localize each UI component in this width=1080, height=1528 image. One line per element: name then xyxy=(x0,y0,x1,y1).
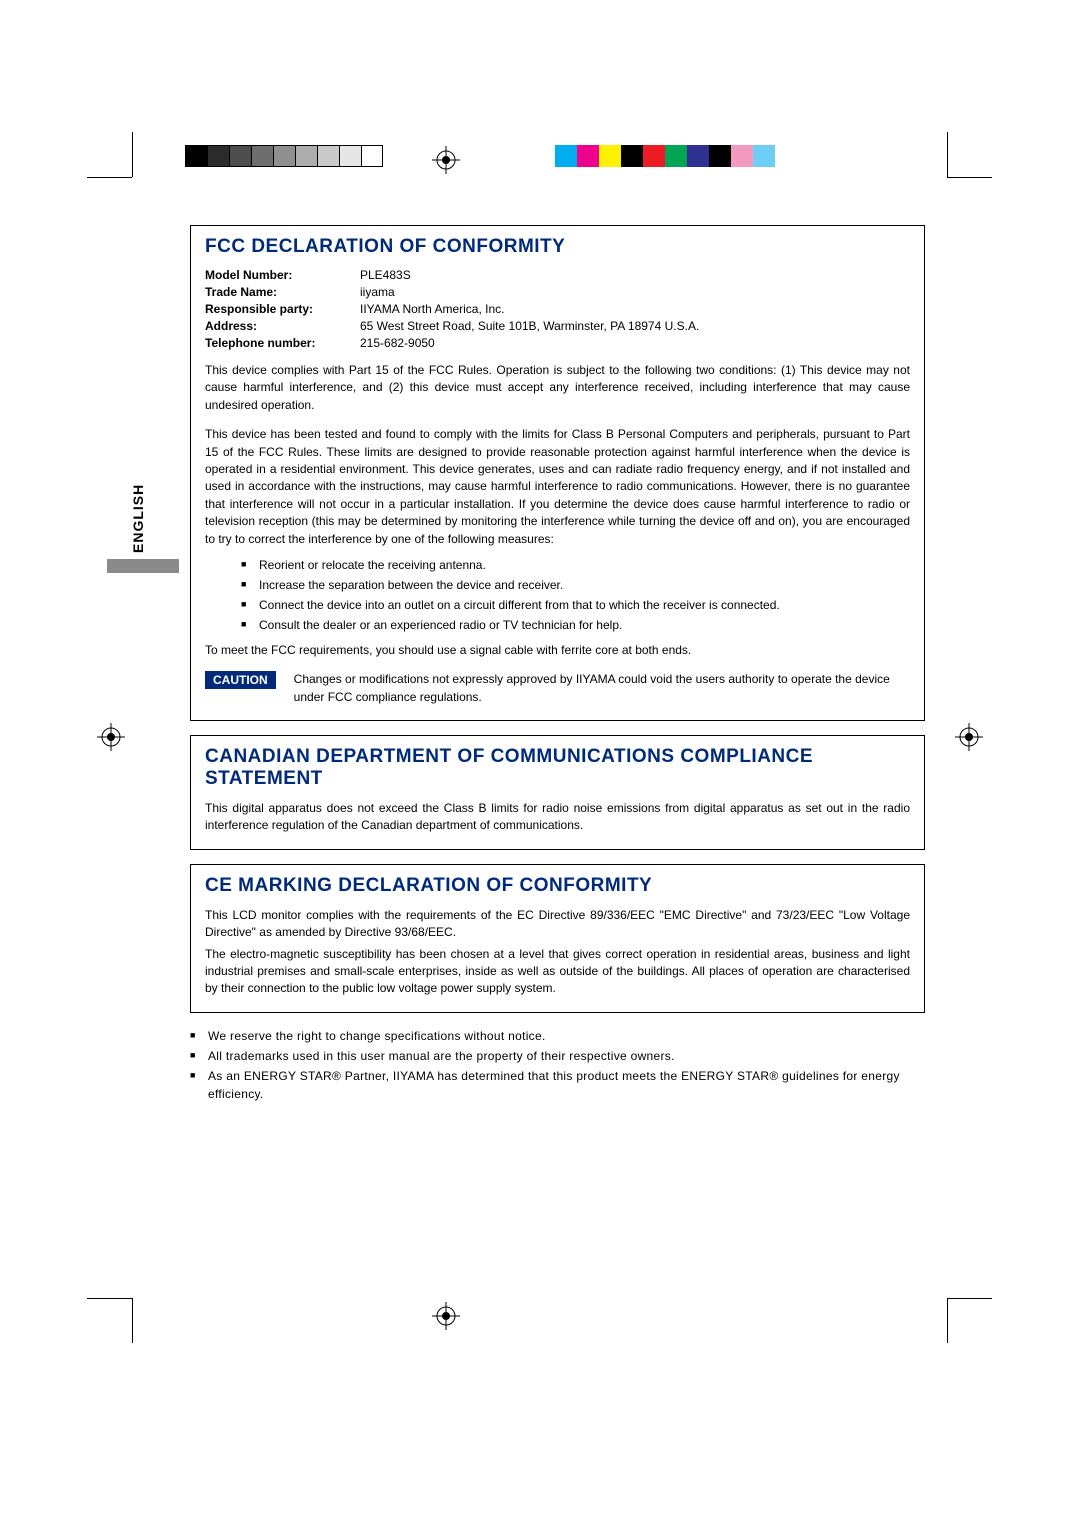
kv-value: 215-682-9050 xyxy=(360,336,910,350)
swatch xyxy=(599,145,621,167)
fcc-title: FCC DECLARATION OF CONFORMITY xyxy=(205,236,910,258)
language-tab-bar xyxy=(107,559,179,573)
registration-mark-icon xyxy=(432,1302,460,1330)
fcc-para3: To meet the FCC requirements, you should… xyxy=(205,642,910,659)
caution-badge: CAUTION xyxy=(205,671,276,689)
kv-label: Trade Name: xyxy=(205,285,360,299)
kv-row: Telephone number:215-682-9050 xyxy=(205,336,910,350)
kv-value: IIYAMA North America, Inc. xyxy=(360,302,910,316)
crop-mark xyxy=(132,1298,133,1343)
kv-label: Telephone number: xyxy=(205,336,360,350)
swatch xyxy=(577,145,599,167)
kv-row: Trade Name:iiyama xyxy=(205,285,910,299)
printer-colorbar-color xyxy=(555,145,775,167)
crop-mark xyxy=(132,132,133,177)
crop-mark xyxy=(947,177,992,178)
swatch xyxy=(317,145,339,167)
swatch xyxy=(229,145,251,167)
kv-label: Responsible party: xyxy=(205,302,360,316)
kv-row: Address:65 West Street Road, Suite 101B,… xyxy=(205,319,910,333)
ce-section: CE MARKING DECLARATION OF CONFORMITY Thi… xyxy=(190,864,925,1013)
kv-value: PLE483S xyxy=(360,268,910,282)
crop-mark xyxy=(87,177,132,178)
ce-para1: This LCD monitor complies with the requi… xyxy=(205,907,910,942)
registration-mark-icon xyxy=(432,146,460,174)
crop-mark xyxy=(947,1298,992,1299)
kv-value: 65 West Street Road, Suite 101B, Warmins… xyxy=(360,319,910,333)
canada-title: CANADIAN DEPARTMENT OF COMMUNICATIONS CO… xyxy=(205,746,910,790)
swatch xyxy=(621,145,643,167)
list-item: Reorient or relocate the receiving anten… xyxy=(241,556,910,574)
registration-mark-icon xyxy=(97,723,125,751)
list-item: All trademarks used in this user manual … xyxy=(190,1047,925,1065)
swatch xyxy=(251,145,273,167)
registration-mark-icon xyxy=(955,723,983,751)
list-item: Connect the device into an outlet on a c… xyxy=(241,596,910,614)
crop-mark xyxy=(947,132,948,177)
list-item: As an ENERGY STAR® Partner, IIYAMA has d… xyxy=(190,1067,925,1103)
ce-para2: The electro-magnetic susceptibility has … xyxy=(205,946,910,998)
swatch xyxy=(753,145,775,167)
kv-row: Model Number:PLE483S xyxy=(205,268,910,282)
fcc-fields: Model Number:PLE483STrade Name:iiyamaRes… xyxy=(205,268,910,350)
printer-colorbar-grayscale xyxy=(185,145,383,167)
crop-mark xyxy=(87,1298,132,1299)
swatch xyxy=(687,145,709,167)
fcc-para2: This device has been tested and found to… xyxy=(205,426,910,548)
kv-value: iiyama xyxy=(360,285,910,299)
swatch xyxy=(207,145,229,167)
swatch xyxy=(665,145,687,167)
swatch xyxy=(555,145,577,167)
swatch xyxy=(273,145,295,167)
fcc-para1: This device complies with Part 15 of the… xyxy=(205,362,910,414)
swatch xyxy=(709,145,731,167)
swatch xyxy=(643,145,665,167)
caution-row: CAUTION Changes or modifications not exp… xyxy=(205,671,910,706)
fcc-section: FCC DECLARATION OF CONFORMITY Model Numb… xyxy=(190,225,925,721)
swatch xyxy=(339,145,361,167)
caution-text: Changes or modifications not expressly a… xyxy=(294,671,910,706)
list-item: We reserve the right to change specifica… xyxy=(190,1027,925,1045)
kv-label: Model Number: xyxy=(205,268,360,282)
ce-title: CE MARKING DECLARATION OF CONFORMITY xyxy=(205,875,910,897)
list-item: Consult the dealer or an experienced rad… xyxy=(241,616,910,634)
swatch xyxy=(295,145,317,167)
canada-section: CANADIAN DEPARTMENT OF COMMUNICATIONS CO… xyxy=(190,735,925,850)
kv-label: Address: xyxy=(205,319,360,333)
footer-bullets: We reserve the right to change specifica… xyxy=(190,1027,925,1103)
swatch xyxy=(185,145,207,167)
canada-text: This digital apparatus does not exceed t… xyxy=(205,800,910,835)
swatch xyxy=(361,145,383,167)
fcc-bullets: Reorient or relocate the receiving anten… xyxy=(241,556,910,634)
page-content: FCC DECLARATION OF CONFORMITY Model Numb… xyxy=(190,225,925,1105)
crop-mark xyxy=(947,1298,948,1343)
kv-row: Responsible party:IIYAMA North America, … xyxy=(205,302,910,316)
language-tab: ENGLISH xyxy=(130,484,146,553)
list-item: Increase the separation between the devi… xyxy=(241,576,910,594)
swatch xyxy=(731,145,753,167)
